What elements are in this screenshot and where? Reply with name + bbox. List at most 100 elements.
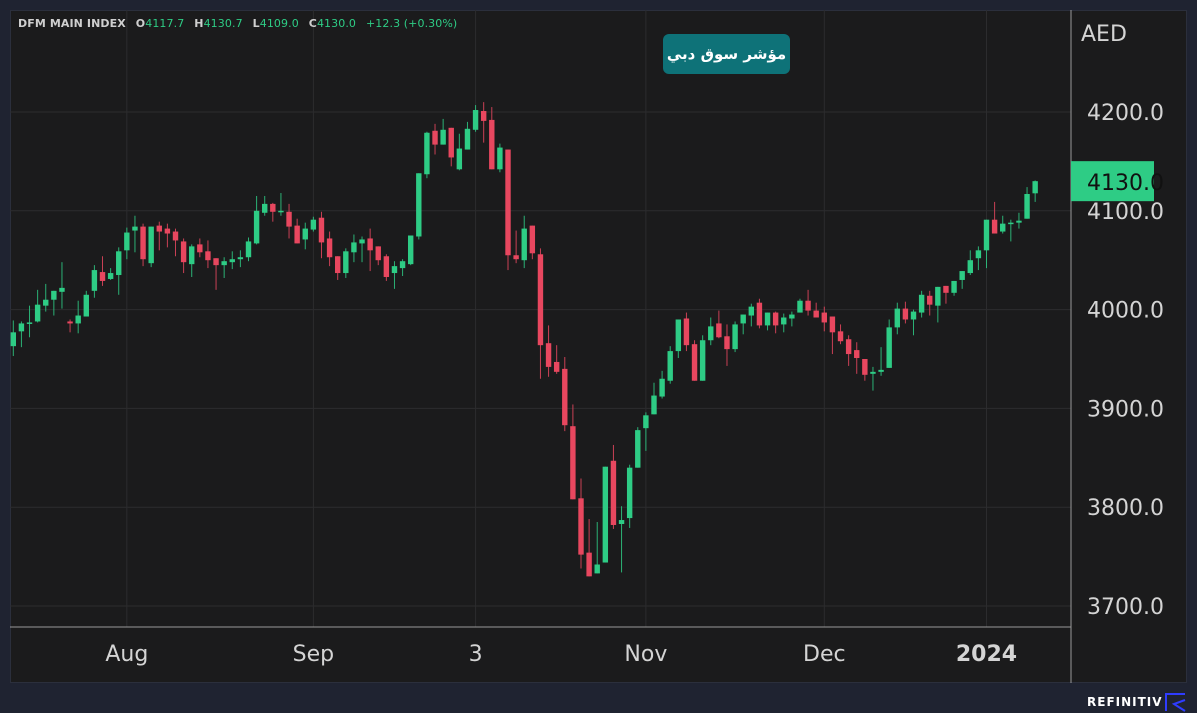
candle-down[interactable] <box>724 324 730 366</box>
candle-down[interactable] <box>270 202 276 222</box>
candle-up[interactable] <box>732 321 738 353</box>
candle-up[interactable] <box>626 464 633 528</box>
candle-up[interactable] <box>75 300 81 334</box>
candle-up[interactable] <box>83 290 89 317</box>
candle-up[interactable] <box>91 265 98 298</box>
candle-down[interactable] <box>180 238 187 274</box>
candle-up[interactable] <box>116 247 122 295</box>
candle-up[interactable] <box>708 317 714 346</box>
candle-down[interactable] <box>375 246 381 266</box>
candle-up[interactable] <box>748 303 755 327</box>
candle-up[interactable] <box>797 298 803 313</box>
candle-down[interactable] <box>845 335 852 366</box>
candle-up[interactable] <box>407 235 414 266</box>
candle-down[interactable] <box>578 478 584 569</box>
candle-down[interactable] <box>691 340 698 381</box>
candle-up[interactable] <box>351 234 357 263</box>
candle-up[interactable] <box>959 271 965 289</box>
candle-up[interactable] <box>59 262 65 309</box>
candle-up[interactable] <box>618 506 625 573</box>
candle-up[interactable] <box>124 227 130 260</box>
candle-down[interactable] <box>537 248 544 379</box>
candle-up[interactable] <box>221 257 227 278</box>
candle-up[interactable] <box>1024 187 1030 219</box>
candle-up[interactable] <box>302 222 308 250</box>
candle-down[interactable] <box>756 298 763 329</box>
candle-down[interactable] <box>943 285 949 304</box>
candle-down[interactable] <box>318 211 325 259</box>
candle-down[interactable] <box>505 149 511 271</box>
candle-up[interactable] <box>910 309 917 336</box>
candle-up[interactable] <box>1000 215 1006 234</box>
candle-down[interactable] <box>683 312 690 352</box>
candle-up[interactable] <box>51 290 57 316</box>
candle-down[interactable] <box>489 107 495 170</box>
candle-up[interactable] <box>391 261 398 289</box>
candle-up[interactable] <box>935 286 941 323</box>
candle-down[interactable] <box>205 240 211 269</box>
candle-up[interactable] <box>10 320 16 357</box>
candle-up[interactable] <box>643 412 649 451</box>
candle-up[interactable] <box>18 321 25 348</box>
candle-up[interactable] <box>107 268 114 280</box>
candle-down[interactable] <box>326 231 333 267</box>
candle-down[interactable] <box>805 289 811 316</box>
candle-up[interactable] <box>951 280 957 296</box>
candle-down[interactable] <box>553 345 560 374</box>
candle-down[interactable] <box>821 306 827 332</box>
candle-up[interactable] <box>399 259 406 277</box>
candle-up[interactable] <box>764 312 771 331</box>
candle-down[interactable] <box>172 228 179 257</box>
candle-down[interactable] <box>862 359 868 381</box>
candle-up[interactable] <box>975 246 982 271</box>
candle-up[interactable] <box>651 382 657 415</box>
candle-up[interactable] <box>132 215 138 253</box>
candle-down[interactable] <box>513 230 519 264</box>
candle-up[interactable] <box>740 314 746 335</box>
candle-up[interactable] <box>983 219 990 269</box>
candle-down[interactable] <box>99 256 106 286</box>
candle-up[interactable] <box>464 121 471 150</box>
candle-up[interactable] <box>424 131 430 179</box>
candle-down[interactable] <box>570 404 576 500</box>
candle-down[interactable] <box>610 444 617 529</box>
candle-up[interactable] <box>34 289 41 323</box>
candle-down[interactable] <box>902 301 909 324</box>
candle-up[interactable] <box>278 193 284 216</box>
candle-down[interactable] <box>197 238 203 258</box>
candle-up[interactable] <box>1016 212 1022 229</box>
candle-up[interactable] <box>148 226 154 268</box>
candle-up[interactable] <box>699 335 706 381</box>
candle-down[interactable] <box>156 221 162 251</box>
candle-down[interactable] <box>837 324 844 345</box>
candle-up[interactable] <box>675 319 682 359</box>
candle-up[interactable] <box>343 248 349 278</box>
candle-down[interactable] <box>545 325 552 377</box>
candle-up[interactable] <box>359 236 365 263</box>
candle-down[interactable] <box>854 342 860 374</box>
candle-down[interactable] <box>529 225 536 260</box>
candle-up[interactable] <box>789 311 795 327</box>
candle-up[interactable] <box>229 251 235 270</box>
candle-down[interactable] <box>286 203 292 239</box>
candle-down[interactable] <box>586 519 592 577</box>
candle-up[interactable] <box>781 313 787 333</box>
candle-up[interactable] <box>456 133 463 171</box>
candle-up[interactable] <box>262 195 268 216</box>
candle-down[interactable] <box>67 319 73 333</box>
candle-up[interactable] <box>894 302 900 335</box>
candle-down[interactable] <box>294 218 300 244</box>
candle-up[interactable] <box>1008 219 1014 242</box>
candle-down[interactable] <box>335 256 341 280</box>
candle-up[interactable] <box>918 290 925 318</box>
candle-up[interactable] <box>26 305 33 338</box>
candle-down[interactable] <box>562 357 568 432</box>
candle-down[interactable] <box>164 223 171 248</box>
candle-down[interactable] <box>213 258 219 290</box>
candle-down[interactable] <box>140 223 146 267</box>
candle-up[interactable] <box>1032 180 1038 202</box>
candle-down[interactable] <box>432 123 438 155</box>
candle-up[interactable] <box>472 105 479 132</box>
candle-up[interactable] <box>416 173 422 240</box>
